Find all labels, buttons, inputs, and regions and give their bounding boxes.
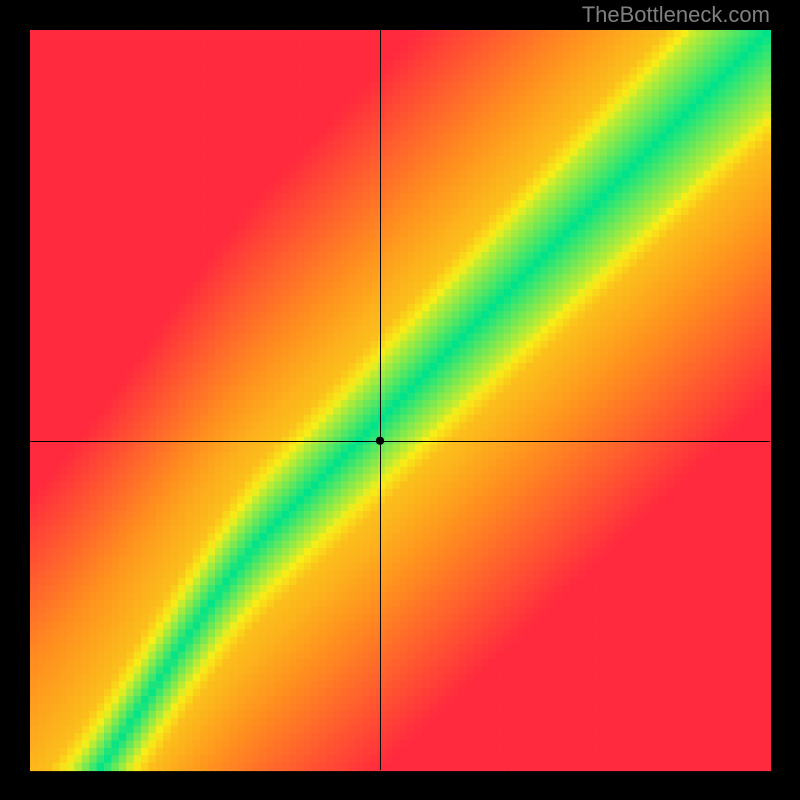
bottleneck-heatmap <box>0 0 800 800</box>
watermark-text: TheBottleneck.com <box>582 2 770 28</box>
chart-stage: { "watermark": { "text": "TheBottleneck.… <box>0 0 800 800</box>
